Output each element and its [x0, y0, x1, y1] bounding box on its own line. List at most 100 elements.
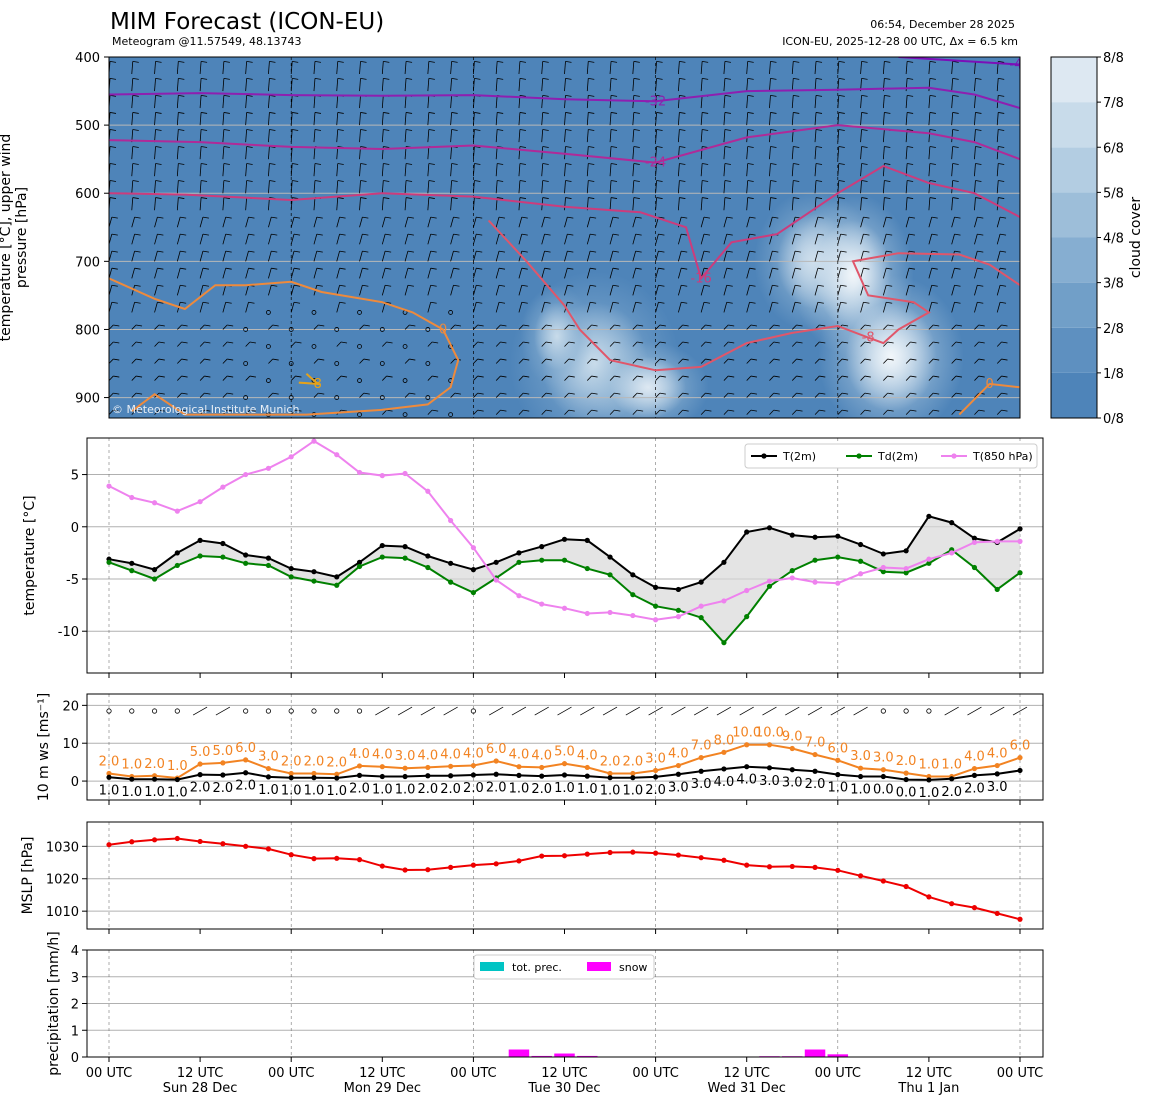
wind-barb-feather	[910, 324, 917, 327]
wind-barb-feather	[614, 358, 621, 361]
wind-barb	[837, 129, 840, 143]
wind-barb-feather	[750, 375, 758, 378]
wind-barb	[541, 302, 545, 313]
wind-barb-feather	[314, 112, 322, 114]
wind-barb	[996, 78, 999, 92]
wind-barb-feather	[109, 77, 117, 80]
wind-barb-feather	[201, 146, 208, 148]
mslp-point	[971, 905, 978, 911]
wind-barb-feather	[907, 129, 914, 131]
wind-barb-feather	[132, 129, 139, 131]
wind-barb	[336, 163, 339, 177]
wind-barb	[176, 61, 179, 75]
legend-td2m-marker	[856, 453, 862, 459]
wind-barb	[814, 375, 820, 381]
wind-barb-feather	[702, 77, 709, 80]
wind-barb-feather	[635, 233, 642, 236]
wind-barb-feather	[772, 250, 779, 253]
series-t850hpa-point	[994, 538, 1000, 545]
wind-barb	[996, 392, 1002, 398]
watermark: © Meteorological Institute Munich	[112, 403, 299, 416]
wind-barb-feather	[702, 180, 709, 182]
series-t850hpa-point	[129, 494, 135, 501]
wind-barb	[154, 285, 158, 296]
wind-barb-feather	[682, 324, 689, 327]
mean-wind-point	[744, 764, 750, 770]
wind-barb	[222, 234, 227, 245]
wind-barb-feather	[406, 112, 413, 114]
wind-barb	[473, 251, 477, 262]
wind-barb-feather	[728, 409, 735, 412]
wind-barb	[222, 216, 227, 228]
wind-barb	[814, 78, 817, 92]
wind-barb	[632, 409, 638, 415]
wind-barb-feather	[545, 324, 553, 327]
wind-barb	[404, 234, 409, 245]
wind-barb-feather	[931, 233, 938, 236]
gust-point	[789, 745, 795, 752]
series-td2m-point	[311, 578, 317, 584]
wind-barb-feather	[614, 392, 621, 395]
wind-barb-feather	[269, 180, 276, 182]
wind-barb	[632, 268, 637, 279]
wind-barb-feather	[703, 301, 711, 304]
wind-barb-feather	[111, 216, 118, 219]
wind-barb	[381, 95, 384, 109]
wind-barb	[746, 251, 750, 262]
wind-barb-feather	[838, 146, 845, 148]
wind-barb	[632, 358, 638, 364]
wind-barb	[541, 146, 544, 160]
wind-barb	[723, 146, 726, 160]
wind-barb-feather	[724, 112, 731, 114]
wind-barb-feather	[861, 180, 868, 182]
calm-barb	[402, 412, 408, 417]
wind-barb-feather	[682, 358, 689, 361]
wind-barb	[131, 302, 135, 313]
wind-barb	[199, 302, 204, 313]
wind-barb-feather	[360, 180, 367, 182]
wind-barb-feather	[588, 163, 595, 165]
wind-barb	[1019, 396, 1020, 398]
wind-barb	[154, 197, 156, 211]
wind-barb-feather	[656, 112, 663, 114]
wind-barb	[791, 78, 794, 92]
wind-barb-feather	[884, 60, 891, 63]
wind-barb	[381, 285, 386, 296]
wind-barb-feather	[864, 375, 871, 378]
wind-barb	[154, 251, 158, 262]
wind-barb-feather	[158, 392, 165, 395]
gust-point	[584, 764, 590, 771]
wind-barb-feather	[999, 267, 1007, 270]
series-td2m-point	[880, 569, 886, 575]
wind-barb	[199, 324, 205, 330]
wind-barb	[951, 234, 955, 245]
series-t2m-point	[425, 553, 431, 559]
wind-barb	[700, 61, 703, 75]
mean-wind-point	[106, 774, 112, 780]
wind-barb	[586, 163, 589, 177]
wind-barb-feather	[406, 77, 413, 80]
gust-value-label: 1.0	[167, 759, 188, 774]
wind-barb-feather	[132, 180, 139, 182]
wind-barb	[336, 78, 339, 92]
mslp-point	[220, 841, 226, 847]
wind-barb-feather	[886, 233, 893, 236]
wind-direction-barb	[511, 706, 527, 716]
wind-barb-feather	[975, 129, 982, 131]
series-td2m-point	[653, 603, 659, 609]
wind-barb	[791, 409, 797, 415]
wind-barb-feather	[542, 146, 549, 148]
wind-barb	[678, 341, 683, 347]
wind-barb	[245, 78, 248, 92]
wind-barb	[176, 95, 179, 109]
wind-barb-feather	[637, 392, 644, 395]
legend-label: snow	[619, 961, 647, 974]
series-t2m-point	[721, 559, 727, 565]
series-t850hpa-point	[288, 454, 294, 460]
wind-barb-feather	[360, 197, 367, 199]
wind-barb	[154, 112, 156, 126]
wind-barb	[769, 375, 775, 381]
wind-barb-feather	[703, 250, 711, 253]
wind-barb	[791, 341, 797, 347]
wind-barb	[245, 112, 248, 126]
